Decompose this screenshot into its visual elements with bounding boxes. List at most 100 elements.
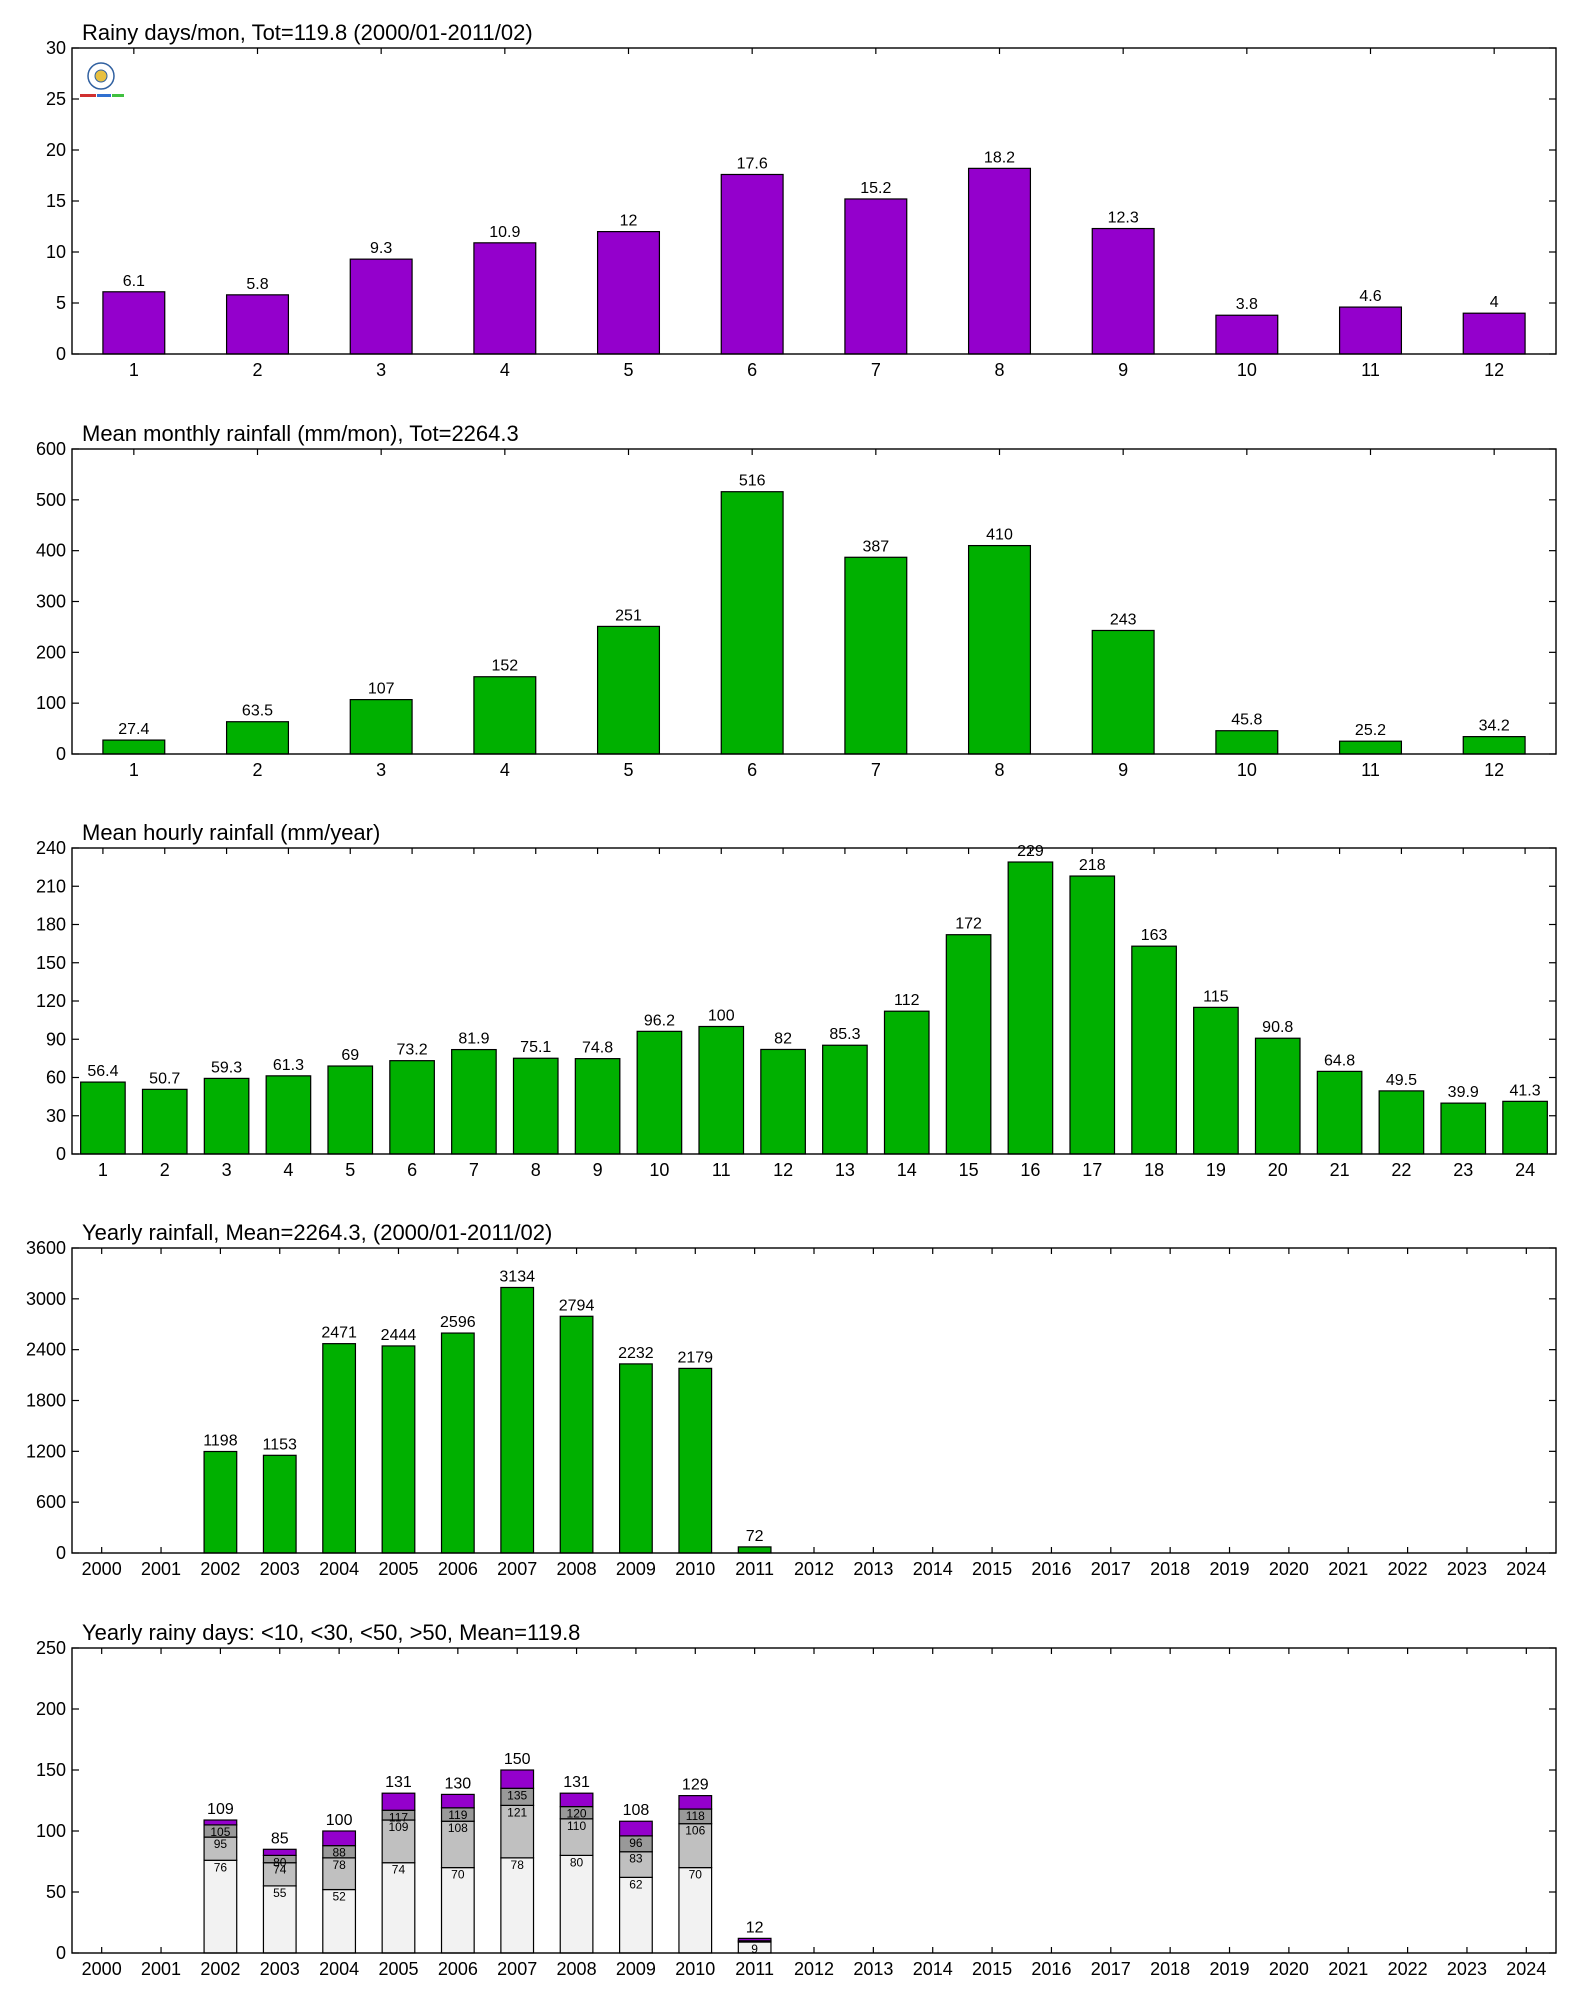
y-tick-label: 150 xyxy=(36,1760,66,1780)
bar-segment-gt50-2002 xyxy=(203,1819,238,1826)
y-tick-label: 100 xyxy=(36,693,66,713)
y-tick-label: 0 xyxy=(56,744,66,764)
segment-label-lt50: 119 xyxy=(448,1808,467,1822)
data-label: 243 xyxy=(1110,611,1137,628)
y-tick-label: 500 xyxy=(36,490,66,510)
bar-3 xyxy=(349,699,413,755)
bar-segment-lt10-2010 xyxy=(678,1866,713,1954)
bar-17 xyxy=(1069,875,1116,1155)
bar-2004 xyxy=(322,1343,357,1554)
y-tick-label: 3600 xyxy=(26,1238,66,1258)
y-tick-label: 0 xyxy=(56,1943,66,1963)
x-tick-label: 3 xyxy=(222,1160,232,1180)
data-label: 61.3 xyxy=(273,1057,304,1074)
x-tick-label: 13 xyxy=(835,1160,855,1180)
x-tick-label: 2024 xyxy=(1506,1959,1546,1979)
x-tick-label: 9 xyxy=(1118,360,1128,380)
y-tick-label: 600 xyxy=(36,439,66,459)
bar-segment-gt50-2008 xyxy=(559,1792,594,1808)
x-tick-label: 2004 xyxy=(319,1559,359,1579)
x-tick-label: 6 xyxy=(747,360,757,380)
x-tick-label: 11 xyxy=(1361,360,1380,380)
bar-2009 xyxy=(618,1363,653,1554)
x-tick-label: 2007 xyxy=(497,1559,537,1579)
x-tick-label: 4 xyxy=(500,760,510,780)
logo-mark-blue xyxy=(97,94,111,97)
bar-11 xyxy=(698,1025,745,1155)
y-tick-label: 20 xyxy=(46,140,66,160)
data-label: 251 xyxy=(615,607,642,624)
segment-label-lt30: 106 xyxy=(685,1824,705,1838)
x-tick-label: 2005 xyxy=(378,1959,418,1979)
y-tick-label: 0 xyxy=(56,1144,66,1164)
x-tick-label: 2 xyxy=(252,760,262,780)
y-tick-label: 60 xyxy=(46,1068,66,1088)
data-label: 516 xyxy=(739,473,766,490)
x-tick-label: 2003 xyxy=(260,1559,300,1579)
data-label: 75.1 xyxy=(520,1039,551,1056)
data-label: 172 xyxy=(955,916,982,933)
y-tick-label: 1200 xyxy=(26,1441,66,1461)
chart-panel-3: Mean hourly rainfall (mm/year)0306090120… xyxy=(36,820,1557,1180)
y-tick-label: 1800 xyxy=(26,1391,66,1411)
x-tick-label: 11 xyxy=(1361,760,1380,780)
total-label: 109 xyxy=(207,1801,234,1818)
bar-segment-lt30-2005 xyxy=(381,1819,416,1864)
x-tick-label: 2022 xyxy=(1388,1559,1428,1579)
y-tick-label: 300 xyxy=(36,592,66,612)
logo-seal-center xyxy=(94,69,108,83)
y-tick-label: 10 xyxy=(46,242,66,262)
data-label: 2596 xyxy=(440,1314,476,1331)
plot-frame xyxy=(71,1647,1557,1954)
bar-24 xyxy=(1502,1100,1548,1155)
data-label: 2179 xyxy=(677,1349,713,1366)
data-label: 27.4 xyxy=(118,721,149,738)
bar-2 xyxy=(141,1088,188,1155)
bar-2003 xyxy=(262,1454,297,1554)
x-tick-label: 2015 xyxy=(972,1959,1012,1979)
x-tick-label: 7 xyxy=(469,1160,479,1180)
segment-label-lt30: 108 xyxy=(448,1821,468,1835)
data-label: 10.9 xyxy=(489,224,520,241)
chart-title: Yearly rainfall, Mean=2264.3, (2000/01-2… xyxy=(82,1220,552,1245)
bar-segment-gt50-2009 xyxy=(618,1820,653,1837)
segment-label-lt50: 120 xyxy=(567,1807,587,1821)
logo-mark-green xyxy=(112,94,124,97)
y-tick-label: 210 xyxy=(36,876,66,896)
y-tick-label: 2400 xyxy=(26,1340,66,1360)
bar-segment-gt50-2010 xyxy=(678,1795,713,1810)
x-tick-label: 11 xyxy=(712,1160,731,1180)
segment-label-lt50: 80 xyxy=(273,1855,287,1869)
data-label: 72 xyxy=(746,1528,764,1545)
x-tick-label: 2001 xyxy=(141,1559,181,1579)
x-tick-label: 2013 xyxy=(853,1559,893,1579)
x-tick-label: 2023 xyxy=(1447,1559,1487,1579)
data-label: 64.8 xyxy=(1324,1052,1355,1069)
y-tick-label: 120 xyxy=(36,991,66,1011)
segment-label-lt50: 96 xyxy=(629,1836,643,1850)
y-tick-label: 200 xyxy=(36,1699,66,1719)
bar-segment-gt50-2005 xyxy=(381,1792,416,1811)
y-tick-label: 25 xyxy=(46,89,66,109)
data-label: 2444 xyxy=(381,1327,417,1344)
x-tick-label: 9 xyxy=(1118,760,1128,780)
plot-frame xyxy=(71,1247,1557,1554)
bar-15 xyxy=(945,934,992,1155)
data-label: 5.8 xyxy=(246,276,268,293)
data-label: 112 xyxy=(894,992,920,1009)
bar-22 xyxy=(1378,1090,1425,1155)
bar-2007 xyxy=(500,1286,535,1554)
bar-segment-gt50-2006 xyxy=(440,1793,475,1809)
x-tick-label: 2010 xyxy=(675,1959,715,1979)
x-tick-label: 3 xyxy=(376,760,386,780)
bar-segment-lt30-2010 xyxy=(678,1823,713,1869)
data-label: 69 xyxy=(341,1047,359,1064)
bar-2 xyxy=(225,294,290,355)
y-tick-label: 100 xyxy=(36,1821,66,1841)
x-tick-label: 2024 xyxy=(1506,1559,1546,1579)
chart-title: Rainy days/mon, Tot=119.8 (2000/01-2011/… xyxy=(82,20,533,45)
data-label: 2471 xyxy=(321,1325,357,1342)
bar-14 xyxy=(883,1010,930,1155)
data-label: 107 xyxy=(368,681,395,698)
bar-7 xyxy=(844,198,908,355)
